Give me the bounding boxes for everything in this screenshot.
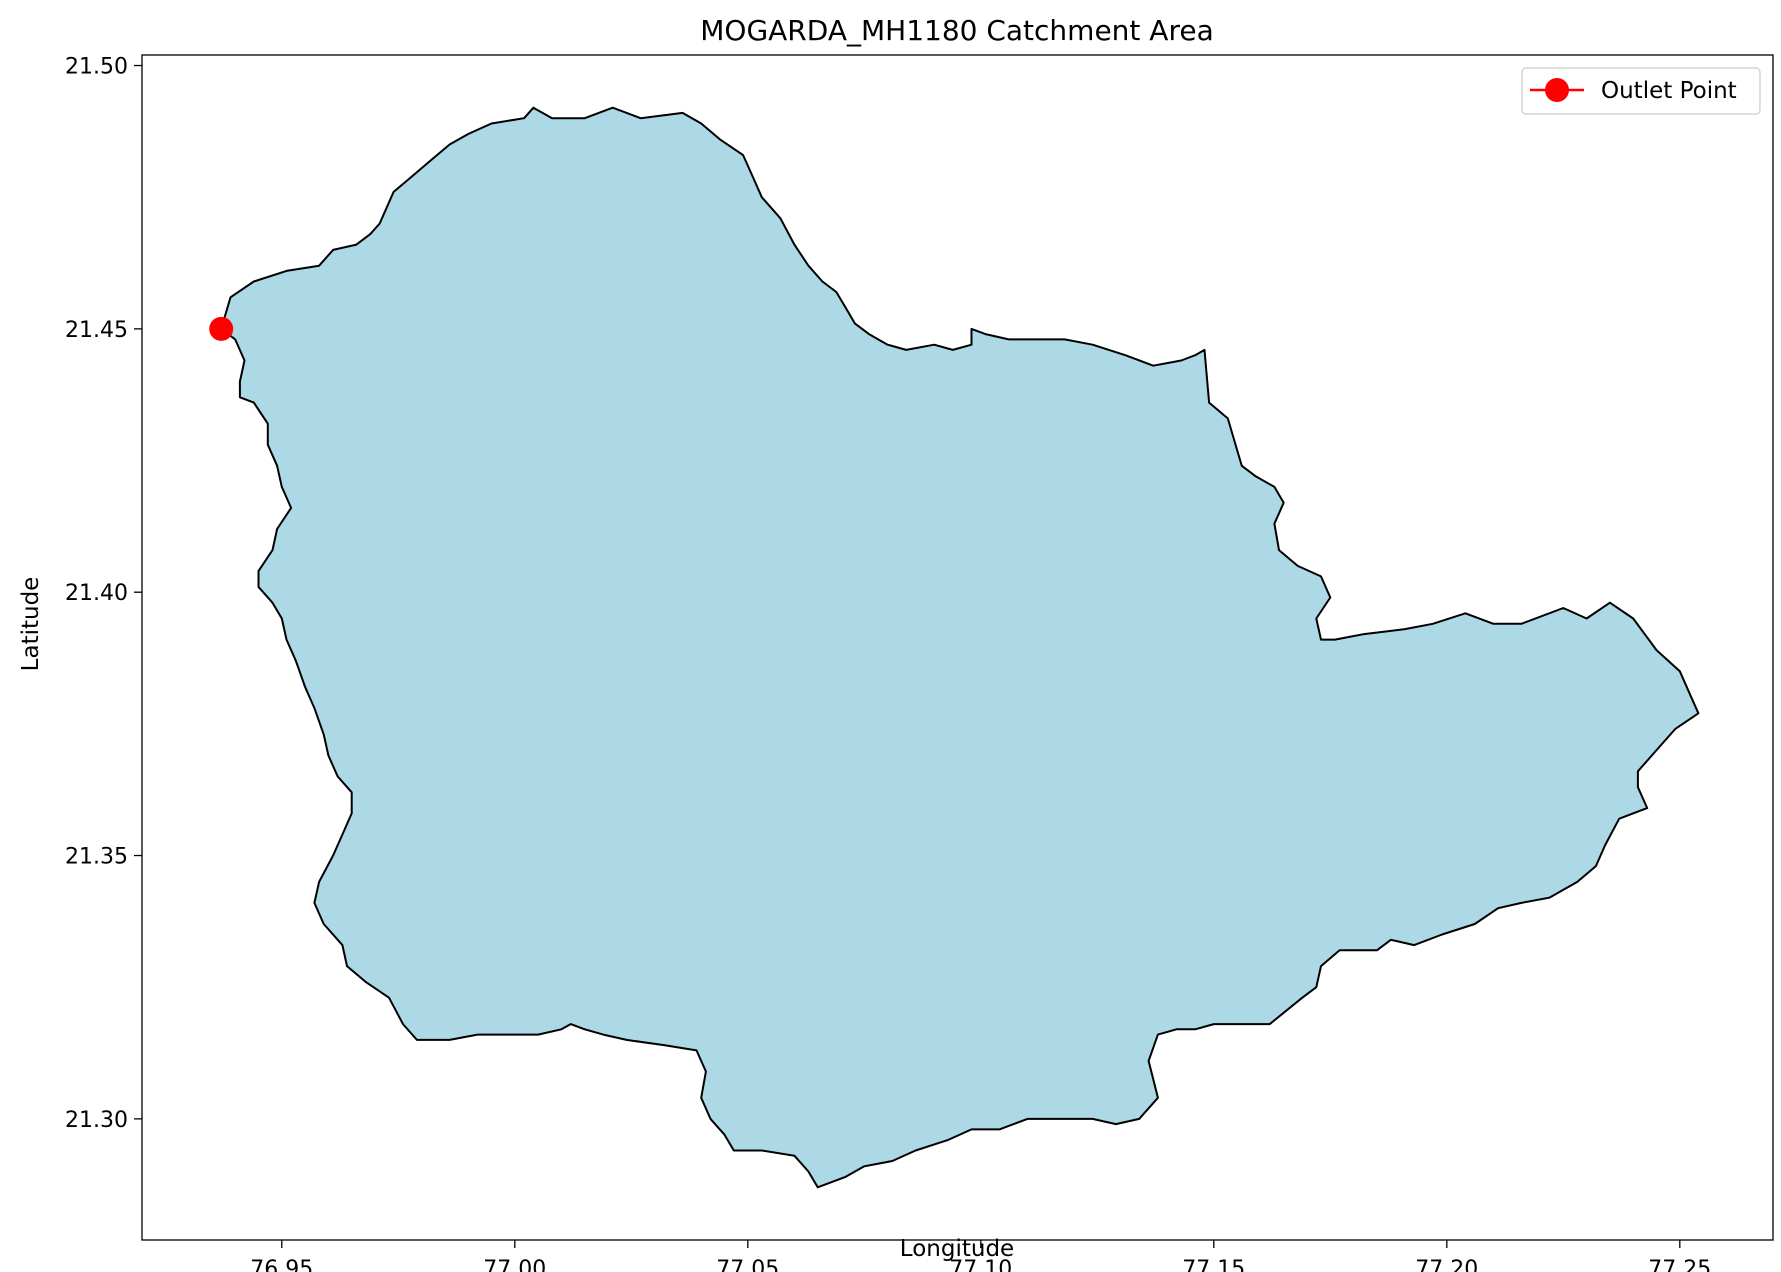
x-tick-label: 77.05 [716, 1257, 779, 1272]
x-tick-label: 76.95 [250, 1257, 313, 1272]
legend-marker-icon [1545, 78, 1569, 102]
axes-frame [141, 54, 1774, 1241]
x-tick-label: 77.00 [483, 1257, 546, 1272]
legend-entry-outlet-point: Outlet Point [1601, 78, 1737, 104]
x-tick-label: 77.25 [1648, 1257, 1711, 1272]
x-axis-ticks: 76.95 77.00 77.05 77.10 77.15 77.20 77.25 [250, 1240, 1711, 1272]
y-tick-label: 21.45 [65, 318, 128, 343]
x-axis-label: Longitude [900, 1236, 1014, 1262]
y-axis-label: Latitude [18, 577, 44, 672]
y-axis-ticks: 21.30 21.35 21.40 21.45 21.50 [65, 55, 142, 1133]
legend: Outlet Point [1521, 67, 1761, 115]
catchment-polygon [220, 106, 1700, 1189]
outlet-point-marker [209, 316, 234, 341]
legend-box [1521, 67, 1761, 115]
plot-area [141, 54, 1774, 1241]
y-tick-label: 21.40 [65, 581, 128, 606]
x-tick-label: 77.15 [1182, 1257, 1245, 1272]
x-tick-label: 77.10 [949, 1257, 1012, 1272]
chart-title: MOGARDA_MH1180 Catchment Area [700, 14, 1214, 47]
y-tick-label: 21.30 [65, 1108, 128, 1133]
x-tick-label: 77.20 [1415, 1257, 1478, 1272]
y-tick-label: 21.50 [65, 55, 128, 80]
y-tick-label: 21.35 [65, 845, 128, 870]
